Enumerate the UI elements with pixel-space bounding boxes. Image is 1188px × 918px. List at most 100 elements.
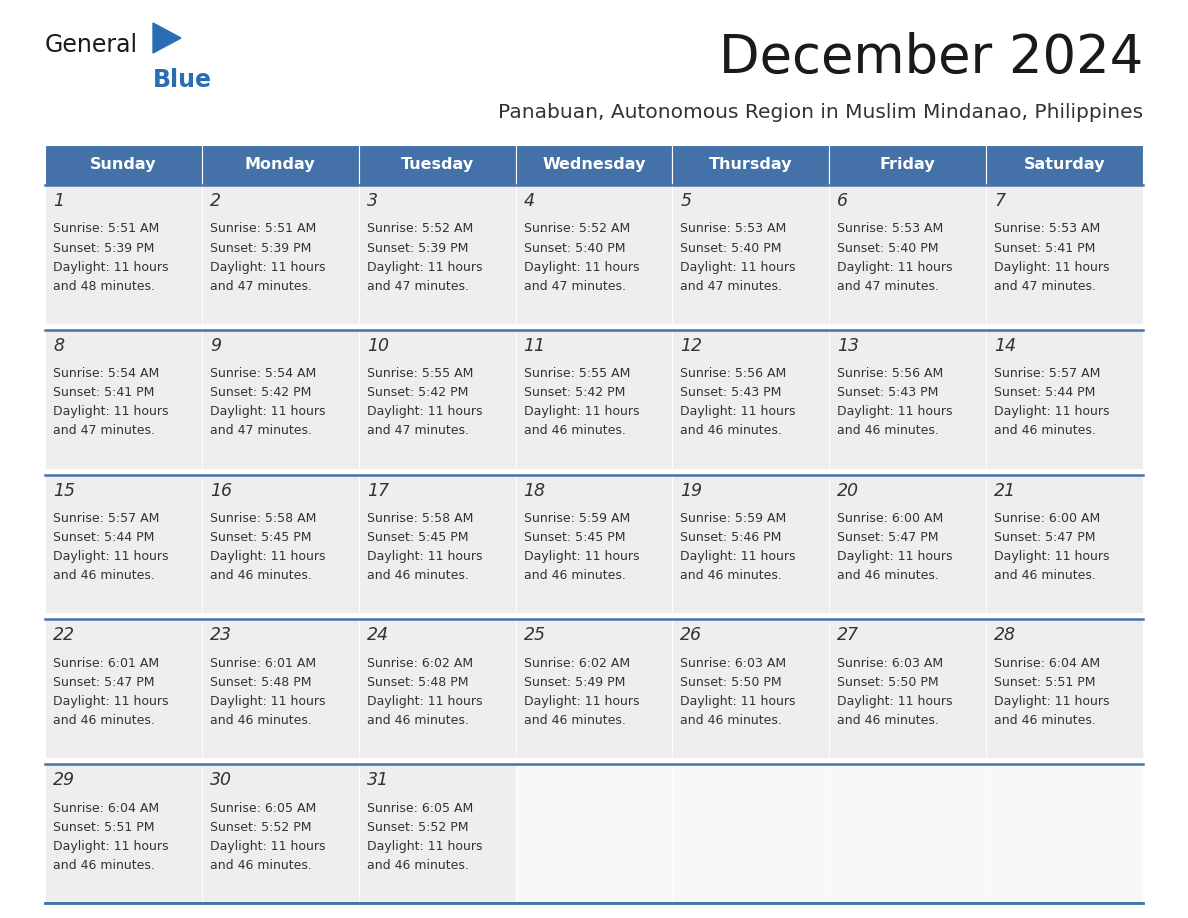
Text: Sunset: 5:47 PM: Sunset: 5:47 PM: [838, 532, 939, 544]
Text: and 46 minutes.: and 46 minutes.: [994, 569, 1097, 582]
Bar: [202, 330, 359, 468]
Bar: [202, 185, 359, 324]
Text: Thursday: Thursday: [709, 158, 792, 173]
Text: Daylight: 11 hours: Daylight: 11 hours: [53, 406, 169, 419]
Bar: [672, 764, 829, 903]
Bar: [986, 620, 1143, 758]
Text: 21: 21: [994, 482, 1016, 499]
Text: Panabuan, Autonomous Region in Muslim Mindanao, Philippines: Panabuan, Autonomous Region in Muslim Mi…: [498, 103, 1143, 121]
Text: 3: 3: [367, 192, 378, 210]
Text: Sunrise: 5:54 AM: Sunrise: 5:54 AM: [210, 367, 316, 380]
Text: Sunrise: 5:59 AM: Sunrise: 5:59 AM: [524, 512, 630, 525]
Text: Daylight: 11 hours: Daylight: 11 hours: [53, 840, 169, 853]
Text: General: General: [45, 33, 138, 57]
Text: Sunset: 5:41 PM: Sunset: 5:41 PM: [994, 241, 1095, 254]
Text: and 47 minutes.: and 47 minutes.: [994, 279, 1097, 293]
Bar: [672, 330, 829, 468]
Text: Sunrise: 6:02 AM: Sunrise: 6:02 AM: [367, 657, 473, 670]
Text: 11: 11: [524, 337, 545, 354]
Text: Daylight: 11 hours: Daylight: 11 hours: [210, 406, 326, 419]
Text: Sunrise: 6:04 AM: Sunrise: 6:04 AM: [53, 801, 159, 814]
Text: 31: 31: [367, 771, 388, 789]
Text: Wednesday: Wednesday: [542, 158, 646, 173]
Text: Sunset: 5:50 PM: Sunset: 5:50 PM: [838, 676, 939, 688]
Text: and 46 minutes.: and 46 minutes.: [681, 569, 783, 582]
Text: 10: 10: [367, 337, 388, 354]
Bar: [986, 185, 1143, 324]
Text: Sunrise: 5:53 AM: Sunrise: 5:53 AM: [994, 222, 1100, 236]
Text: and 46 minutes.: and 46 minutes.: [367, 569, 468, 582]
Text: Sunrise: 6:05 AM: Sunrise: 6:05 AM: [210, 801, 316, 814]
Text: Daylight: 11 hours: Daylight: 11 hours: [210, 695, 326, 708]
Text: Monday: Monday: [245, 158, 316, 173]
Text: Sunrise: 5:59 AM: Sunrise: 5:59 AM: [681, 512, 786, 525]
Text: Sunset: 5:52 PM: Sunset: 5:52 PM: [210, 821, 311, 834]
Text: Daylight: 11 hours: Daylight: 11 hours: [838, 261, 953, 274]
Text: 14: 14: [994, 337, 1016, 354]
Text: and 47 minutes.: and 47 minutes.: [681, 279, 783, 293]
Text: Daylight: 11 hours: Daylight: 11 hours: [994, 695, 1110, 708]
Text: Sunset: 5:47 PM: Sunset: 5:47 PM: [53, 676, 154, 688]
Text: and 47 minutes.: and 47 minutes.: [838, 279, 940, 293]
Bar: [672, 620, 829, 758]
Text: and 46 minutes.: and 46 minutes.: [838, 714, 940, 727]
Bar: [516, 145, 672, 185]
Text: and 46 minutes.: and 46 minutes.: [53, 714, 154, 727]
Text: and 46 minutes.: and 46 minutes.: [994, 714, 1097, 727]
Text: Daylight: 11 hours: Daylight: 11 hours: [838, 406, 953, 419]
Bar: [516, 185, 672, 324]
Text: Daylight: 11 hours: Daylight: 11 hours: [367, 261, 482, 274]
Bar: [986, 330, 1143, 468]
Text: Daylight: 11 hours: Daylight: 11 hours: [994, 261, 1110, 274]
Text: and 46 minutes.: and 46 minutes.: [681, 424, 783, 437]
Text: Sunset: 5:51 PM: Sunset: 5:51 PM: [994, 676, 1095, 688]
Text: 24: 24: [367, 626, 388, 644]
Text: Sunrise: 6:01 AM: Sunrise: 6:01 AM: [210, 657, 316, 670]
Bar: [516, 330, 672, 468]
Bar: [359, 475, 516, 613]
Bar: [202, 145, 359, 185]
Text: Sunset: 5:50 PM: Sunset: 5:50 PM: [681, 676, 782, 688]
Text: December 2024: December 2024: [719, 32, 1143, 84]
Text: Daylight: 11 hours: Daylight: 11 hours: [681, 550, 796, 563]
Text: Daylight: 11 hours: Daylight: 11 hours: [994, 406, 1110, 419]
Bar: [516, 620, 672, 758]
Text: and 46 minutes.: and 46 minutes.: [681, 714, 783, 727]
Text: 16: 16: [210, 482, 232, 499]
Text: Saturday: Saturday: [1024, 158, 1105, 173]
Text: Sunrise: 6:04 AM: Sunrise: 6:04 AM: [994, 657, 1100, 670]
Text: and 46 minutes.: and 46 minutes.: [210, 714, 311, 727]
Bar: [202, 620, 359, 758]
Text: Daylight: 11 hours: Daylight: 11 hours: [681, 406, 796, 419]
Text: and 48 minutes.: and 48 minutes.: [53, 279, 154, 293]
Text: 5: 5: [681, 192, 691, 210]
Text: 1: 1: [53, 192, 64, 210]
Bar: [45, 330, 202, 468]
Text: and 47 minutes.: and 47 minutes.: [210, 424, 312, 437]
Text: Sunrise: 5:57 AM: Sunrise: 5:57 AM: [994, 367, 1100, 380]
Text: Daylight: 11 hours: Daylight: 11 hours: [681, 695, 796, 708]
Text: 28: 28: [994, 626, 1016, 644]
Text: 9: 9: [210, 337, 221, 354]
Text: Sunset: 5:43 PM: Sunset: 5:43 PM: [681, 386, 782, 399]
Text: Sunset: 5:40 PM: Sunset: 5:40 PM: [681, 241, 782, 254]
Text: Daylight: 11 hours: Daylight: 11 hours: [210, 840, 326, 853]
Text: Sunrise: 6:02 AM: Sunrise: 6:02 AM: [524, 657, 630, 670]
Text: and 46 minutes.: and 46 minutes.: [524, 424, 625, 437]
Text: 17: 17: [367, 482, 388, 499]
Bar: [516, 764, 672, 903]
Text: Sunrise: 5:52 AM: Sunrise: 5:52 AM: [367, 222, 473, 236]
Bar: [45, 475, 202, 613]
Polygon shape: [153, 23, 181, 53]
Text: Daylight: 11 hours: Daylight: 11 hours: [681, 261, 796, 274]
Text: and 46 minutes.: and 46 minutes.: [994, 424, 1097, 437]
Text: and 46 minutes.: and 46 minutes.: [210, 569, 311, 582]
Text: Daylight: 11 hours: Daylight: 11 hours: [524, 261, 639, 274]
Text: Sunset: 5:41 PM: Sunset: 5:41 PM: [53, 386, 154, 399]
Text: Sunset: 5:49 PM: Sunset: 5:49 PM: [524, 676, 625, 688]
Bar: [986, 475, 1143, 613]
Text: 7: 7: [994, 192, 1005, 210]
Text: 8: 8: [53, 337, 64, 354]
Text: Sunset: 5:39 PM: Sunset: 5:39 PM: [210, 241, 311, 254]
Text: Daylight: 11 hours: Daylight: 11 hours: [367, 406, 482, 419]
